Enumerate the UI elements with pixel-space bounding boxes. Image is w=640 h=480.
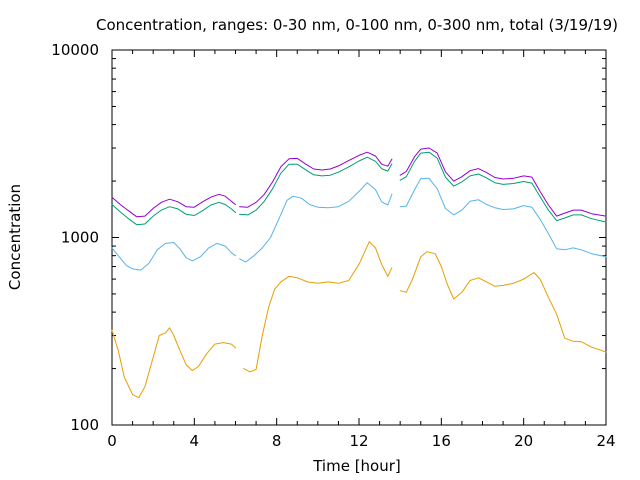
series-2-line-segment-3 (399, 177, 607, 258)
series-3-line-segment-3 (399, 151, 607, 223)
series-1-line-segment-3 (399, 251, 607, 353)
chart-title: Concentration, ranges: 0-30 nm, 0-100 nm… (96, 16, 618, 34)
x-axis-label: Time [hour] (312, 457, 401, 475)
y-axis: 100 1000 10000 (51, 41, 606, 434)
y-tick-label: 100 (70, 416, 99, 434)
series-2-line-segment-2 (239, 182, 393, 263)
x-tick-label: 4 (190, 432, 200, 450)
series-group (111, 147, 607, 399)
series-4-line-segment-2 (239, 151, 393, 208)
series-1-line-segment-2 (243, 241, 393, 373)
series-3-line-segment-2 (239, 156, 393, 216)
x-tick-label: 12 (349, 432, 368, 450)
y-tick-label: 10000 (51, 41, 99, 59)
y-axis-label: Concentration (6, 184, 24, 290)
plot-frame (111, 49, 607, 426)
x-tick-label: 16 (432, 432, 451, 450)
series-3-line-segment-1 (111, 201, 236, 226)
series-4-line-segment-1 (111, 193, 236, 218)
x-tick-label: 8 (272, 432, 282, 450)
x-tick-label: 20 (514, 432, 533, 450)
series-1-line-segment-1 (111, 327, 236, 399)
x-tick-label: 0 (107, 432, 117, 450)
y-tick-label: 1000 (61, 229, 99, 247)
x-axis: 0 4 8 12 16 20 24 (107, 50, 616, 450)
x-tick-label: 24 (596, 432, 615, 450)
series-2-line-segment-1 (111, 242, 236, 271)
series-4-line-segment-3 (399, 147, 607, 217)
